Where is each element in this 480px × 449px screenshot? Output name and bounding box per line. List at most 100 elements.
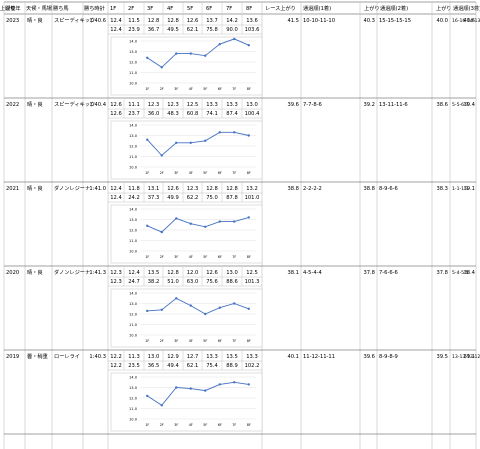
pass3-cell: 5-5-6-7: [452, 102, 469, 108]
lap-point: [175, 52, 178, 55]
chart-x-tick: 8F: [247, 171, 251, 175]
chart-y-tick: 14.0: [129, 376, 138, 380]
pass3-cell: 13-13-13-12: [452, 354, 480, 360]
cumulative-cell: 12.4: [110, 195, 122, 201]
lap-cell: 12.9: [167, 354, 179, 360]
lap-cell: 13.0: [246, 102, 258, 108]
time-cell: 1:41.0: [89, 186, 106, 192]
header-cell: 勝ち時計: [84, 4, 105, 12]
chart-x-tick: 1F: [145, 87, 149, 91]
lap-cell: 14.2: [226, 18, 238, 24]
cumulative-cell: 36.5: [148, 363, 160, 369]
last3-cell: 39.4: [463, 102, 475, 108]
chart-y-tick: 10.0: [129, 334, 138, 338]
chart-x-tick: 1F: [145, 423, 149, 427]
lap-cell: 12.3: [148, 102, 160, 108]
cumulative-cell: 49.9: [167, 195, 179, 201]
year-cell: 2022: [6, 102, 19, 108]
lap-point: [233, 381, 236, 384]
chart-y-tick: 11.0: [129, 239, 138, 243]
lap-point: [175, 141, 178, 144]
lap-cell: 12.6: [110, 102, 122, 108]
lap-point: [146, 309, 149, 313]
chart-x-tick: 5F: [203, 339, 207, 343]
pass2-cell: 8-9-6-6: [379, 186, 398, 192]
lap-cell: 12.5: [187, 102, 199, 108]
lap-point: [247, 134, 250, 137]
chart-x-tick: 4F: [189, 423, 193, 427]
header-cell: 通過順(1着): [303, 4, 331, 12]
lap-point: [146, 224, 149, 227]
condition-cell: 晴・良: [27, 100, 43, 108]
time-cell: 1:41.3: [89, 270, 106, 276]
pass2-cell: 13-11-11-6: [379, 102, 408, 108]
header-cell: レース上がり: [265, 4, 296, 12]
cumulative-cell: 62.1: [187, 363, 199, 369]
chart-x-tick: 2F: [160, 339, 164, 343]
lap-point: [218, 220, 221, 223]
chart-x-tick: 5F: [203, 87, 207, 91]
cumulative-cell: 48.3: [167, 111, 179, 117]
lap-cell: 13.3: [226, 102, 238, 108]
chart-x-tick: 2F: [160, 255, 164, 259]
cumulative-cell: 87.4: [226, 111, 238, 117]
chart-y-tick: 11.0: [129, 71, 138, 75]
lap-cell: 12.5: [246, 270, 258, 276]
lap-point: [233, 131, 236, 134]
last2-cell: 40.0: [436, 18, 448, 24]
condition-cell: 晴・良: [27, 16, 43, 24]
chart-x-tick: 5F: [203, 423, 207, 427]
lap-cell: 12.6: [167, 186, 179, 192]
lap-point: [233, 37, 236, 41]
cumulative-cell: 49.4: [167, 363, 179, 369]
lap-point: [160, 308, 163, 311]
cumulative-cell: 12.3: [110, 279, 122, 285]
lap-point: [189, 387, 192, 390]
lap-point: [160, 66, 163, 69]
lap-point: [160, 154, 163, 157]
chart-y-tick: 14.0: [129, 40, 138, 44]
header-cell: 上がり: [436, 4, 452, 12]
chart-y-tick: 13.0: [129, 386, 138, 390]
winner-cell: ローレライ: [54, 353, 80, 360]
lap-cell: 13.5: [148, 270, 160, 276]
cumulative-cell: 101.3: [245, 279, 260, 285]
lap-series-line: [147, 216, 249, 233]
year-cell: 2021: [6, 186, 19, 192]
lap-cell: 11.5: [128, 18, 140, 24]
lap-cell: 13.0: [148, 354, 160, 360]
lap-point: [175, 386, 178, 389]
lap-point: [189, 141, 192, 144]
last1-cell: 38.8: [363, 186, 375, 192]
pass2-cell: 15-15-15-15: [379, 18, 411, 24]
winner-cell: ダノンレジーナ: [54, 184, 90, 192]
lap-point: [189, 222, 192, 225]
header-cell: 1F: [110, 6, 116, 12]
chart-y-tick: 11.0: [129, 407, 138, 411]
cumulative-cell: 23.7: [128, 111, 140, 117]
race-last-cell: 39.6: [287, 102, 299, 108]
chart-x-tick: 8F: [247, 339, 251, 343]
chart-x-tick: 7F: [232, 423, 236, 427]
chart-y-tick: 12.0: [129, 61, 138, 65]
lap-point: [233, 302, 236, 305]
chart-y-tick: 12.0: [129, 313, 138, 317]
header-cell: 天候・馬場: [26, 4, 52, 12]
cumulative-cell: 102.2: [245, 363, 260, 369]
chart-y-tick: 13.0: [129, 218, 138, 222]
time-cell: 1:40.4: [89, 102, 106, 108]
lap-point: [146, 56, 149, 59]
time-cell: 1:40.6: [89, 18, 106, 24]
cumulative-cell: 75.6: [206, 279, 218, 285]
cumulative-cell: 75.8: [206, 27, 218, 33]
last1-cell: 39.6: [363, 354, 375, 360]
lap-cell: 13.3: [206, 102, 218, 108]
cumulative-cell: 51.0: [167, 279, 179, 285]
pass1-cell: 2-2-2-2: [303, 186, 322, 192]
lap-cell: 12.4: [128, 270, 140, 276]
lap-cell: 12.6: [206, 270, 218, 276]
chart-x-tick: 6F: [218, 171, 222, 175]
lap-cell: 13.0: [226, 270, 238, 276]
chart-x-tick: 3F: [174, 339, 178, 343]
